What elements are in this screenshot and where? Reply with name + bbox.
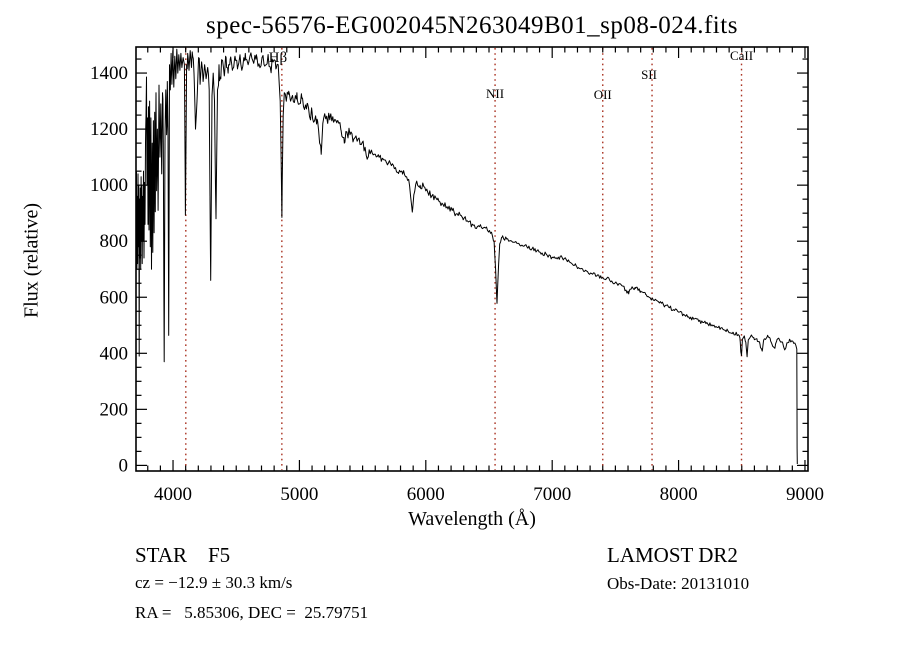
x-tick-label: 9000 (786, 484, 824, 505)
y-tick-label: 800 (100, 231, 129, 252)
x-tick-label: 5000 (280, 484, 318, 505)
spectral-line-label: CaII (730, 48, 753, 63)
y-tick-label: 1200 (90, 119, 128, 140)
annotation-ra-dec: RA = 5.85306, DEC = 25.79751 (135, 603, 369, 622)
x-tick-label: 8000 (660, 484, 698, 505)
y-tick-label: 1400 (90, 63, 128, 84)
annotation-survey: LAMOST DR2 (607, 543, 738, 567)
spectral-line-label: NII (486, 86, 504, 101)
x-tick-label: 6000 (407, 484, 445, 505)
spectral-line-label: OII (594, 87, 612, 102)
spectral-line-label: SII (641, 67, 657, 82)
y-tick-label: 1000 (90, 175, 128, 196)
x-tick-label: 7000 (533, 484, 571, 505)
annotation-object-class: STAR F5 (135, 543, 231, 567)
y-axis-label: Flux (relative) (20, 203, 43, 318)
y-tick-label: 200 (100, 399, 129, 420)
plot-frame (135, 46, 809, 472)
spectrum-curve (135, 48, 798, 465)
y-tick-label: 400 (100, 343, 129, 364)
x-tick-label: 4000 (154, 484, 192, 505)
y-tick-label: 600 (100, 287, 129, 308)
annotation-obs-date: Obs-Date: 20131010 (607, 574, 750, 593)
figure-title: spec-56576-EG002045N263049B01_sp08-024.f… (206, 12, 738, 39)
y-tick-label: 0 (119, 455, 129, 476)
annotation-cz: cz = −12.9 ± 30.3 km/s (135, 573, 293, 592)
x-axis-label: Wavelength (Å) (408, 508, 536, 530)
